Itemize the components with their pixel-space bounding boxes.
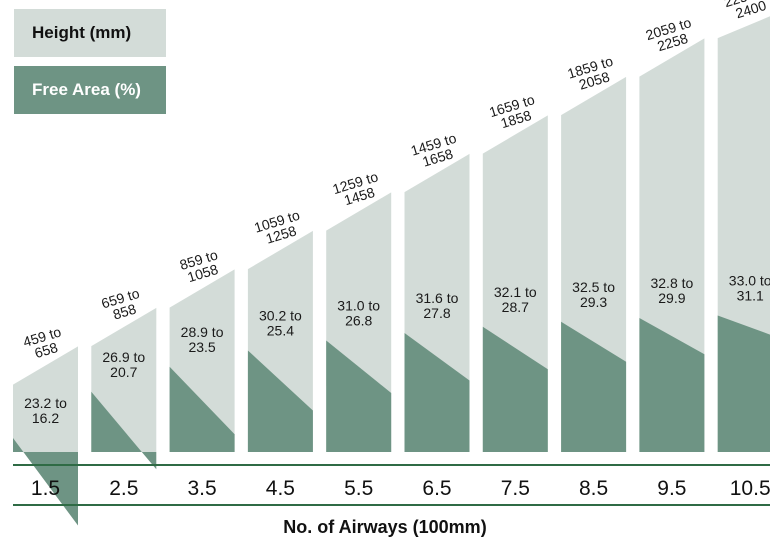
free-area-label: 33.0 to 31.1 <box>729 273 770 304</box>
free-area-bar <box>13 438 78 526</box>
free-area-bar <box>169 366 235 452</box>
free-area-label: 28.9 to 23.5 <box>181 324 224 355</box>
free-area-bar <box>404 333 470 452</box>
x-tick-label: 10.5 <box>730 477 770 500</box>
x-tick-label: 3.5 <box>187 477 216 500</box>
free-area-label: 26.9 to 20.7 <box>102 349 145 380</box>
legend-height: Height (mm) <box>14 9 166 57</box>
free-area-label: 32.8 to 29.9 <box>650 275 693 306</box>
x-axis-title: No. of Airways (100mm) <box>283 517 487 537</box>
free-area-bar <box>482 326 548 452</box>
free-area-bar <box>91 391 157 470</box>
free-area-label: 31.0 to 26.8 <box>337 298 380 329</box>
free-area-label: 30.2 to 25.4 <box>259 308 302 339</box>
x-tick-label: 4.5 <box>266 477 295 500</box>
x-tick-label: 9.5 <box>657 477 686 500</box>
free-area-bar <box>561 321 627 452</box>
legend-height-label: Height (mm) <box>32 23 132 42</box>
free-area-label: 23.2 to 16.2 <box>24 395 67 426</box>
free-area-bar <box>247 350 313 452</box>
x-tick-label: 1.5 <box>31 477 60 500</box>
legend-free-area: Free Area (%) <box>14 66 166 114</box>
free-area-label: 31.6 to 27.8 <box>416 290 459 321</box>
free-area-label: 32.5 to 29.3 <box>572 279 615 310</box>
height-bar <box>13 346 78 452</box>
x-tick-label: 7.5 <box>501 477 530 500</box>
x-tick-label: 2.5 <box>109 477 138 500</box>
x-tick-label: 6.5 <box>422 477 451 500</box>
free-area-bar <box>639 318 705 452</box>
free-area-label: 32.1 to 28.7 <box>494 284 537 315</box>
free-area-bar <box>717 315 770 452</box>
x-tick-label: 8.5 <box>579 477 608 500</box>
x-tick-label: 5.5 <box>344 477 373 500</box>
free-area-bar <box>326 340 392 452</box>
legend-free-area-label: Free Area (%) <box>32 80 141 99</box>
